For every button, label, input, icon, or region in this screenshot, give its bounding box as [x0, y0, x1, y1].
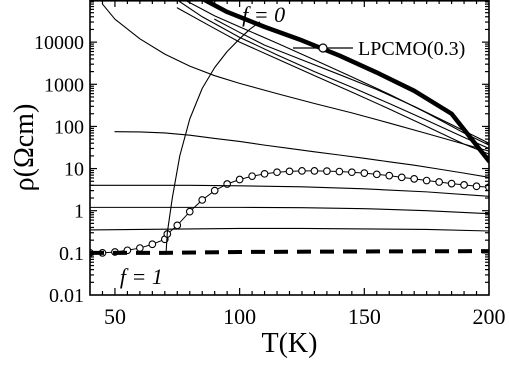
data-point	[422, 176, 431, 185]
y-tick-label: 0.01	[49, 285, 84, 307]
data-point	[410, 175, 419, 183]
series-line-thin	[90, 206, 489, 215]
y-axis-title: ρ(Ωcm)	[9, 104, 40, 192]
data-point	[435, 178, 443, 186]
data-point	[136, 244, 144, 252]
series-line-thick	[202, 0, 489, 164]
data-point	[460, 181, 468, 189]
series-line-dashed	[90, 249, 489, 255]
series-line-thin	[176, 0, 489, 150]
y-tick-label: 100	[54, 116, 84, 138]
series-line-thin	[114, 131, 489, 178]
annotation-label: f = 0	[242, 2, 285, 27]
y-tick-label: 0.1	[59, 243, 84, 265]
x-tick-label: 100	[223, 304, 256, 329]
x-tick-label: 50	[104, 304, 126, 329]
y-tick-label: 1000	[44, 74, 84, 96]
lpcmo-data-line	[90, 170, 489, 254]
data-point	[185, 207, 194, 216]
series-line-thin	[90, 227, 489, 232]
y-tick-label: 10	[64, 159, 84, 181]
data-point	[397, 173, 406, 182]
data-point	[372, 170, 381, 179]
data-point	[210, 186, 219, 195]
data-point	[260, 169, 269, 178]
y-tick-label: 1	[74, 201, 84, 223]
data-point	[173, 221, 182, 230]
data-point	[323, 167, 331, 175]
data-point	[248, 172, 256, 181]
axis-layer	[90, 0, 489, 295]
data-point	[285, 167, 294, 176]
legend-marker	[318, 43, 328, 53]
data-point	[385, 171, 394, 180]
data-point	[298, 167, 306, 175]
data-point	[235, 175, 244, 184]
annotation-label: f = 1	[120, 264, 163, 289]
series-line-thin	[90, 184, 489, 197]
data-point	[335, 167, 344, 176]
series-line-thin	[214, 18, 489, 144]
series-line-thin	[176, 7, 489, 155]
x-tick-label: 150	[348, 304, 381, 329]
data-point	[360, 169, 369, 177]
f-connector-line	[165, 21, 261, 254]
data-point	[310, 167, 319, 175]
data-point	[447, 179, 456, 188]
x-tick-label: 200	[473, 304, 506, 329]
data-point	[472, 182, 481, 191]
data-point	[198, 196, 207, 204]
data-point	[148, 240, 157, 249]
x-axis-title: T(K)	[262, 328, 318, 359]
y-tick-label: 10000	[34, 32, 84, 54]
data-point	[223, 180, 232, 188]
label-layer: 50 100 150 200 0.01 0.1 1 10 100 1000 10000 T(K) ρ(Ω…	[9, 2, 506, 359]
series-line-thin	[184, 0, 489, 146]
data-point	[273, 168, 281, 177]
data-point	[347, 168, 356, 177]
legend-label: LPCMO(0.3)	[358, 38, 465, 60]
series-layer	[90, 0, 489, 257]
series-line-thin	[101, 3, 489, 152]
